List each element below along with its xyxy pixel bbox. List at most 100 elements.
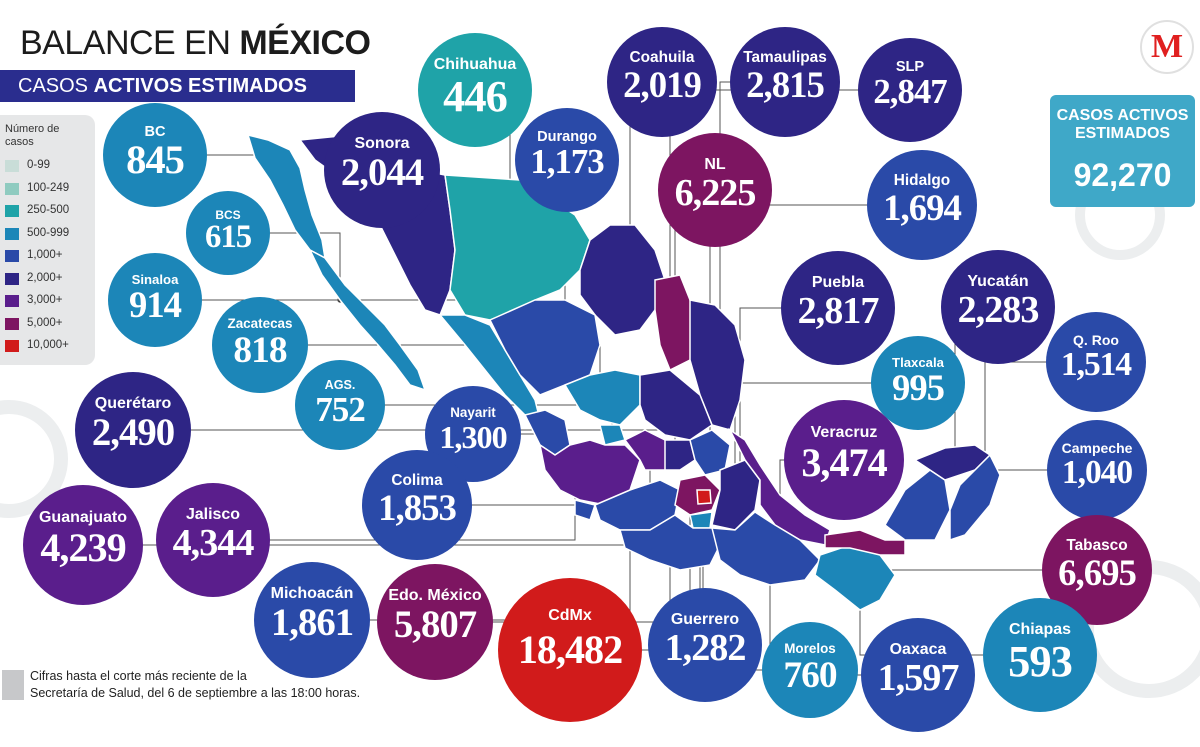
state-bubble: BCS 615 (186, 191, 270, 275)
region-nayarit (523, 409, 571, 456)
legend-item: 0-99 (5, 158, 93, 174)
state-name: Colima (391, 472, 443, 489)
legend-label: 1,000+ (27, 249, 63, 261)
legend-item: 10,000+ (5, 338, 93, 354)
state-bubble: AGS. 752 (295, 360, 385, 450)
region-queretaro (664, 439, 696, 471)
state-value: 1,597 (877, 657, 960, 700)
state-name: Tlaxcala (892, 354, 944, 370)
state-name: Hidalgo (893, 172, 951, 189)
title-bold: MÉXICO (239, 24, 371, 62)
state-value: 1,861 (270, 600, 354, 644)
region-campeche (884, 469, 951, 541)
legend-item: 1,000+ (5, 248, 93, 264)
logo-letter: M (1150, 28, 1184, 65)
state-value: 2,019 (623, 63, 702, 105)
state-value: 2,815 (746, 63, 825, 105)
state-name: Campeche (1061, 440, 1133, 456)
state-name: Chiapas (1008, 620, 1072, 638)
state-name: Guanajuato (38, 509, 127, 526)
legend-item: 5,000+ (5, 316, 93, 332)
state-name: BC (144, 123, 166, 140)
legend-swatch (5, 295, 19, 307)
state-bubble: CdMx 18,482 (498, 578, 642, 722)
state-name: Q. Roo (1073, 332, 1119, 348)
state-bubble: Yucatán 2,283 (941, 250, 1055, 364)
legend-swatch (5, 272, 19, 285)
region-morelos (689, 511, 713, 529)
state-value: 2,817 (797, 290, 880, 333)
legend-label: 3,000+ (27, 294, 63, 306)
state-name: Tamaulipas (743, 49, 827, 66)
legend-label: 10,000+ (27, 339, 69, 351)
state-value: 1,300 (439, 418, 507, 455)
total-label: CASOS ACTIVOS ESTIMADOS (1056, 107, 1189, 142)
state-value: 4,344 (172, 522, 255, 565)
legend-swatch (5, 227, 19, 240)
state-bubble: Guanajuato 4,239 (23, 485, 143, 605)
state-name: Edo. México (388, 587, 482, 605)
legend-swatch (5, 317, 19, 330)
state-bubble: Hidalgo 1,694 (867, 150, 977, 260)
region-bc (246, 133, 326, 260)
subtitle-light: CASOS (18, 75, 94, 97)
state-value: 18,482 (517, 626, 623, 672)
region-ags (599, 424, 626, 446)
state-bubble: Jalisco 4,344 (156, 483, 270, 597)
state-name: Jalisco (185, 505, 241, 523)
state-value: 1,040 (1061, 454, 1133, 491)
state-bubble: Coahuila 2,019 (607, 27, 717, 137)
state-name: Sinaloa (131, 271, 179, 287)
state-bubble: Edo. México 5,807 (377, 564, 493, 680)
state-name: Zacatecas (227, 316, 293, 332)
legend-label: 5,000+ (27, 316, 63, 329)
state-value: 2,044 (340, 150, 424, 194)
state-name: Tabasco (1066, 537, 1128, 554)
subtitle-bold: ACTIVOS ESTIMADOS (93, 75, 307, 97)
total-box: CASOS ACTIVOS ESTIMADOS 92,270 (1050, 95, 1195, 207)
state-name: CdMx (548, 606, 592, 624)
state-bubble: Tamaulipas 2,815 (730, 27, 840, 137)
state-name: Yucatán (967, 272, 1029, 290)
state-name: Morelos (784, 641, 836, 657)
legend-swatch (5, 160, 19, 172)
region-tamaulipas (689, 299, 746, 431)
legend-label: 100-249 (27, 181, 70, 194)
state-name: SLP (895, 58, 925, 75)
state-value: 593 (1008, 636, 1073, 687)
state-bubble: Morelos 760 (762, 622, 858, 718)
state-value: 760 (783, 654, 837, 696)
state-bubble: Veracruz 3,474 (784, 400, 904, 520)
state-value: 6,695 (1058, 551, 1137, 593)
region-tabasco (824, 529, 906, 556)
state-name: Querétaro (94, 395, 172, 413)
state-name: AGS. (324, 378, 356, 392)
state-name: Coahuila (629, 49, 695, 66)
state-bubble: Tlaxcala 995 (871, 336, 965, 430)
state-bubble: Querétaro 2,490 (75, 372, 191, 488)
legend: Número de casos 0-99 100-249 250-500 500-99… (0, 115, 95, 365)
state-value: 845 (126, 137, 185, 183)
legend-swatch (5, 182, 19, 195)
legend-swatch (5, 340, 19, 352)
state-value: 2,847 (873, 72, 947, 112)
state-value: 752 (315, 390, 366, 430)
state-name: Sonora (354, 135, 410, 153)
total-value: 92,270 (1073, 157, 1172, 193)
state-bubble: Sonora 2,044 (324, 112, 440, 228)
state-bubble: Durango 1,173 (515, 108, 619, 212)
state-value: 5,807 (393, 602, 477, 646)
state-name: Nayarit (450, 405, 496, 421)
state-bubble: BC 845 (103, 103, 207, 207)
legend-item: 3,000+ (5, 293, 93, 309)
state-name: Oaxaca (889, 640, 947, 658)
legend-label: 250-500 (27, 204, 70, 216)
state-name: NL (704, 155, 726, 173)
state-bubble: Zacatecas 818 (212, 297, 308, 393)
state-bubble: Colima 1,853 (362, 450, 472, 560)
state-bubble: Q. Roo 1,514 (1046, 312, 1146, 412)
state-bubble: Chihuahua 446 (418, 33, 532, 147)
state-value: 1,853 (378, 486, 457, 528)
subtitle-banner: CASOS ACTIVOS ESTIMADOS (0, 70, 355, 102)
